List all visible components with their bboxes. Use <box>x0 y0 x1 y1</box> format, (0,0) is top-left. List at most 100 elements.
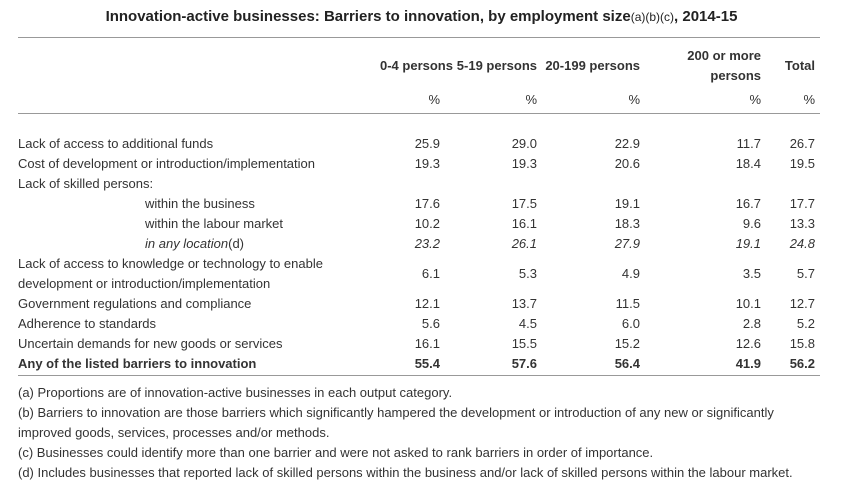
table-row: Any of the listed barriers to innovation… <box>18 354 815 374</box>
cell-value: 11.7 <box>736 136 761 151</box>
row-label: within the business <box>18 194 380 214</box>
header-blank <box>18 44 380 88</box>
column-header: 200 or more persons <box>687 48 761 83</box>
row-label: within the labour market <box>18 214 380 234</box>
footnote: (a) Proportions are of innovation-active… <box>18 385 453 400</box>
cell-value: 11.5 <box>615 296 640 311</box>
cell-value: 18.3 <box>614 216 640 231</box>
cell-value: 16.1 <box>414 336 440 351</box>
table-row: Uncertain demands for new goods or servi… <box>18 334 815 354</box>
cell-value: 19.1 <box>735 236 761 251</box>
cell-value: 23.2 <box>414 236 440 251</box>
unit-row: % % % % % <box>18 88 815 110</box>
cell-value: 20.6 <box>614 156 640 171</box>
cell-value <box>440 174 537 194</box>
cell-value: 5.7 <box>796 266 815 281</box>
row-label-text: Uncertain demands for new goods or servi… <box>18 336 283 351</box>
top-rule <box>18 37 820 38</box>
table-title: Innovation-active businesses: Barriers t… <box>0 8 843 25</box>
column-header: 20-199 persons <box>545 58 640 73</box>
row-label: Any of the listed barriers to innovation <box>18 354 380 374</box>
table-row: Lack of skilled persons: <box>18 174 815 194</box>
cell-value: 22.9 <box>614 136 640 151</box>
cell-value: 19.3 <box>414 156 440 171</box>
title-text: Innovation-active businesses: Barriers t… <box>105 8 631 25</box>
cell-value: 17.5 <box>511 196 537 211</box>
cell-value <box>761 174 815 194</box>
row-label-text: Adherence to standards <box>18 316 157 331</box>
cell-value: 26.7 <box>789 136 815 151</box>
column-header: 5-19 persons <box>456 58 537 73</box>
cell-value: 19.1 <box>614 196 640 211</box>
title-period: , 2014-15 <box>674 8 738 25</box>
table-row: Adherence to standards 5.6 4.5 6.0 2.8 5.2 <box>18 314 815 334</box>
cell-value: 16.1 <box>511 216 537 231</box>
row-label: Lack of access to additional funds <box>18 134 380 154</box>
cell-value: 4.5 <box>518 316 537 331</box>
footnote: (d) Includes businesses that reported la… <box>18 465 793 480</box>
row-label-text: Lack of access to knowledge or technolog… <box>18 256 323 291</box>
unit: % <box>628 91 640 107</box>
cell-value: 12.7 <box>789 296 815 311</box>
cell-value: 56.2 <box>789 356 815 371</box>
cell-value: 17.6 <box>414 196 440 211</box>
bottom-rule <box>18 375 820 376</box>
cell-value: 16.7 <box>735 196 761 211</box>
cell-value: 15.5 <box>511 336 537 351</box>
table-row: Cost of development or introduction/impl… <box>18 154 815 174</box>
cell-value: 15.2 <box>614 336 640 351</box>
cell-value: 12.1 <box>414 296 440 311</box>
cell-value: 5.2 <box>796 316 815 331</box>
cell-value: 5.6 <box>421 316 440 331</box>
row-label-text: within the business <box>145 196 255 211</box>
unit: % <box>803 91 815 107</box>
cell-value: 19.3 <box>511 156 537 171</box>
unit: % <box>428 91 440 107</box>
row-footnote-ref: (d) <box>228 236 245 251</box>
cell-value: 19.5 <box>789 156 815 171</box>
row-label: Adherence to standards <box>18 314 380 334</box>
table-row: Lack of access to knowledge or technolog… <box>18 254 815 294</box>
cell-value: 27.9 <box>614 236 640 251</box>
cell-value: 13.7 <box>511 296 537 311</box>
row-label: Lack of skilled persons: <box>18 174 380 194</box>
cell-value: 3.5 <box>742 266 761 281</box>
footnote: (b) Barriers to innovation are those bar… <box>18 405 774 440</box>
cell-value: 55.4 <box>414 356 440 371</box>
row-label-text: Any of the listed barriers to innovation <box>18 356 257 371</box>
cell-value: 12.6 <box>735 336 761 351</box>
table-row: in any location(d) 23.2 26.1 27.9 19.1 24.8 <box>18 234 815 254</box>
cell-value: 57.6 <box>511 356 537 371</box>
cell-value: 9.6 <box>742 216 761 231</box>
header-rule <box>18 113 820 114</box>
cell-value: 18.4 <box>735 156 761 171</box>
row-label-text: Cost of development or introduction/impl… <box>18 156 315 171</box>
cell-value: 24.8 <box>789 236 815 251</box>
table-row: within the business 17.6 17.5 19.1 16.7 17.7 <box>18 194 815 214</box>
row-label-text: Lack of skilled persons: <box>18 176 154 191</box>
cell-value: 17.7 <box>789 196 815 211</box>
table-row: within the labour market 10.2 16.1 18.3 9.6 1… <box>18 214 815 234</box>
title-footnote-refs: (a)(b)(c) <box>630 10 675 24</box>
cell-value: 2.8 <box>742 316 761 331</box>
table-row: Lack of access to additional funds 25.9 29… <box>18 134 815 154</box>
row-label: Uncertain demands for new goods or servi… <box>18 334 380 354</box>
column-header: Total <box>784 58 815 73</box>
cell-value: 25.9 <box>414 136 440 151</box>
cell-value: 5.3 <box>518 266 537 281</box>
data-table: 0-4 persons 5-19 persons 20-199 persons … <box>18 44 815 374</box>
row-label-text: within the labour market <box>145 216 284 231</box>
cell-value: 10.1 <box>735 296 761 311</box>
cell-value <box>640 174 761 194</box>
cell-value: 29.0 <box>511 136 537 151</box>
row-label-text: Government regulations and compliance <box>18 296 252 311</box>
table-row: Government regulations and compliance 12.… <box>18 294 815 314</box>
column-header-row: 0-4 persons 5-19 persons 20-199 persons … <box>18 44 815 88</box>
cell-value: 4.9 <box>621 266 640 281</box>
cell-value: 13.3 <box>789 216 815 231</box>
cell-value <box>537 174 640 194</box>
unit: % <box>525 91 537 107</box>
footnote: (c) Businesses could identify more than … <box>18 445 654 460</box>
cell-value: 6.0 <box>621 316 640 331</box>
cell-value <box>380 174 440 194</box>
